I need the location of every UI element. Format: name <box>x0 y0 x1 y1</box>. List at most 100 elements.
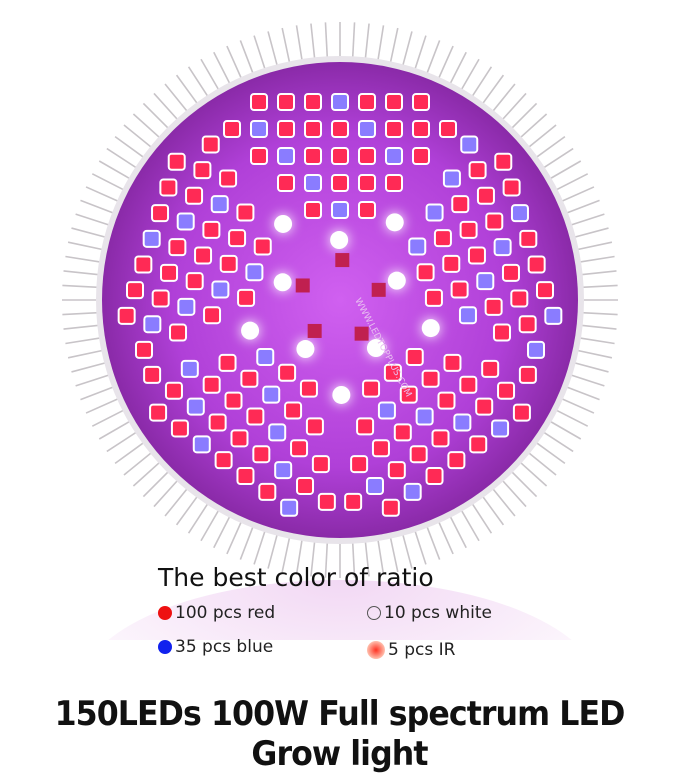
fin <box>62 284 101 289</box>
led <box>459 220 478 239</box>
fin <box>295 25 304 64</box>
fin <box>175 493 200 526</box>
white-led <box>366 339 385 358</box>
fin <box>517 113 548 141</box>
fin <box>553 408 589 427</box>
fin <box>448 51 467 87</box>
fin <box>517 459 548 487</box>
fin <box>71 227 109 239</box>
fin <box>571 361 609 373</box>
led <box>502 178 521 197</box>
fin <box>114 135 147 160</box>
led <box>460 135 479 154</box>
fin <box>91 173 127 192</box>
fin <box>578 324 617 330</box>
led <box>412 120 430 138</box>
fin <box>576 336 615 345</box>
fin <box>153 92 181 123</box>
fin <box>324 22 329 61</box>
fin <box>413 35 427 72</box>
led <box>358 174 376 192</box>
led <box>412 93 430 111</box>
led <box>405 347 424 366</box>
fin <box>413 528 427 565</box>
led <box>350 455 369 474</box>
led <box>510 289 529 308</box>
led <box>527 255 546 274</box>
fin <box>401 531 413 569</box>
fin <box>75 213 112 227</box>
led <box>344 492 363 511</box>
led <box>236 467 255 486</box>
led <box>459 375 478 394</box>
led <box>497 381 516 400</box>
legend-blue: 35 pcs blue <box>158 637 273 657</box>
fin <box>63 324 102 330</box>
fin <box>80 385 117 401</box>
fin <box>558 186 595 204</box>
fin <box>187 66 210 100</box>
blue-dot-icon <box>158 640 172 654</box>
fin <box>123 450 154 476</box>
fin <box>281 27 291 66</box>
led <box>476 272 495 291</box>
led <box>177 297 196 316</box>
led <box>453 413 472 432</box>
led <box>250 147 268 165</box>
led <box>512 403 531 422</box>
led <box>237 288 256 307</box>
led <box>331 120 349 138</box>
led <box>451 195 470 214</box>
fin <box>67 349 106 359</box>
led <box>358 93 376 111</box>
fin <box>499 92 527 123</box>
led <box>469 435 488 454</box>
led <box>358 201 376 219</box>
led <box>385 93 403 111</box>
fin <box>324 539 329 578</box>
fin <box>239 40 255 77</box>
led <box>425 203 444 222</box>
white-led <box>274 214 293 233</box>
led <box>180 359 199 378</box>
fin <box>114 440 147 465</box>
led <box>278 363 297 382</box>
fin <box>132 459 163 487</box>
led <box>151 289 170 308</box>
fin <box>63 270 102 276</box>
led <box>433 229 452 248</box>
fin <box>164 83 190 114</box>
led <box>280 498 299 517</box>
led <box>450 280 469 299</box>
fin <box>142 469 171 498</box>
fin <box>470 66 493 100</box>
fin <box>351 539 356 578</box>
led <box>403 482 422 501</box>
fin <box>448 513 467 549</box>
led <box>304 93 322 111</box>
led <box>134 255 153 274</box>
fin <box>574 241 613 251</box>
led <box>447 451 466 470</box>
fin <box>310 538 316 577</box>
led <box>268 423 287 442</box>
led <box>305 417 324 436</box>
fin <box>425 40 441 77</box>
led-array <box>117 93 563 517</box>
fin <box>62 311 101 316</box>
led <box>284 401 303 420</box>
led <box>412 147 430 165</box>
fin <box>310 23 316 62</box>
led <box>535 281 554 300</box>
led <box>170 419 189 438</box>
led <box>201 135 220 154</box>
led <box>408 237 427 256</box>
led <box>437 391 456 410</box>
fin <box>574 349 613 359</box>
led <box>223 120 241 138</box>
led <box>518 315 537 334</box>
led <box>385 147 403 165</box>
led <box>185 186 204 205</box>
led <box>193 161 212 180</box>
led <box>142 229 161 248</box>
